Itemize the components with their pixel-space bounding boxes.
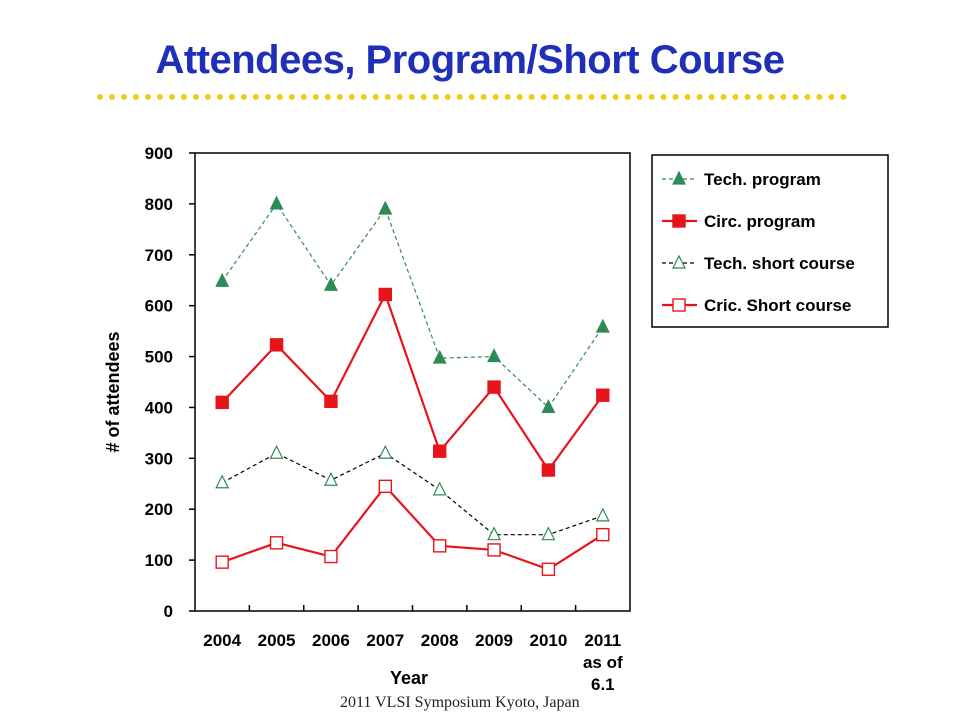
series-line bbox=[221, 484, 604, 571]
data-point bbox=[541, 562, 556, 576]
x-tick-label: 2009 bbox=[475, 631, 513, 650]
x-tick-label: 2006 bbox=[312, 631, 350, 650]
plot-frame bbox=[194, 152, 631, 612]
data-point bbox=[215, 555, 229, 569]
data-point bbox=[596, 388, 610, 402]
data-point bbox=[378, 200, 393, 215]
legend: Tech. program Circ. program Tech. short co… bbox=[651, 154, 889, 328]
x-axis-title: Year bbox=[390, 668, 428, 688]
x-tick-label: 2011 as of 6.1 bbox=[583, 631, 623, 694]
data-point bbox=[541, 463, 556, 477]
slide-title: Attendees, Program/Short Course bbox=[155, 38, 785, 82]
y-tick-label: 700 bbox=[145, 246, 173, 265]
series-line bbox=[221, 452, 604, 536]
data-point bbox=[487, 348, 502, 363]
data-point bbox=[487, 526, 502, 541]
legend-marker bbox=[672, 170, 686, 185]
data-point bbox=[323, 471, 338, 486]
data-point bbox=[269, 536, 284, 550]
y-tick-label: 900 bbox=[145, 144, 173, 163]
footer-text: 2011 VLSI Symposium Kyoto, Japan bbox=[340, 694, 580, 711]
y-tick-label: 200 bbox=[145, 500, 173, 519]
data-point bbox=[595, 318, 610, 333]
series-2 bbox=[215, 444, 610, 541]
title-divider bbox=[97, 94, 847, 100]
legend-label: Tech. program bbox=[704, 170, 821, 189]
data-point bbox=[323, 276, 338, 291]
data-point bbox=[432, 444, 447, 458]
data-point bbox=[487, 543, 501, 557]
series-line bbox=[221, 202, 604, 409]
y-axis-title: # of attendees bbox=[103, 331, 123, 452]
data-point bbox=[324, 394, 338, 409]
y-tick-label: 500 bbox=[145, 348, 173, 367]
data-point bbox=[432, 349, 447, 364]
legend-marker bbox=[672, 214, 686, 228]
data-point bbox=[269, 195, 284, 210]
data-point bbox=[378, 287, 393, 302]
data-point bbox=[378, 479, 393, 494]
data-point bbox=[324, 549, 338, 564]
series-1 bbox=[215, 287, 610, 477]
y-tick-label: 300 bbox=[145, 449, 173, 468]
series-3 bbox=[215, 479, 610, 576]
legend-entry: Tech. program bbox=[662, 170, 821, 189]
data-point bbox=[541, 399, 556, 414]
data-point bbox=[269, 444, 284, 459]
series-0 bbox=[215, 195, 610, 414]
legend-label: Cric. Short course bbox=[704, 296, 851, 315]
x-tick-label: 2004 bbox=[203, 631, 241, 650]
data-point bbox=[378, 444, 393, 459]
legend-entry: Circ. program bbox=[662, 212, 815, 231]
data-point bbox=[432, 539, 447, 553]
y-tick-label: 0 bbox=[164, 602, 173, 621]
x-tick-label: 2008 bbox=[421, 631, 459, 650]
data-point bbox=[595, 507, 610, 522]
legend-box bbox=[651, 154, 889, 328]
y-tick-label: 600 bbox=[145, 297, 173, 316]
x-tick-label: 2007 bbox=[366, 631, 404, 650]
data-point bbox=[215, 474, 230, 489]
legend-marker bbox=[672, 298, 686, 312]
data-point bbox=[596, 527, 610, 542]
series-line bbox=[221, 291, 604, 472]
plot-area: 0 100 200 300 400 500 600 700 800 900 2004 2005 2006… bbox=[145, 144, 631, 694]
legend-label: Tech. short course bbox=[704, 254, 855, 273]
legend-marker bbox=[672, 254, 686, 269]
y-tick-label: 800 bbox=[145, 195, 173, 214]
legend-label: Circ. program bbox=[704, 212, 815, 231]
legend-entry: Cric. Short course bbox=[662, 296, 851, 315]
x-tick-label: 2005 bbox=[258, 631, 296, 650]
data-point bbox=[215, 272, 230, 287]
y-tick-label: 400 bbox=[145, 398, 173, 417]
legend-entry: Tech. short course bbox=[662, 254, 855, 273]
data-point bbox=[269, 338, 284, 352]
data-point bbox=[541, 526, 556, 541]
y-tick-label: 100 bbox=[145, 551, 173, 570]
data-point bbox=[432, 481, 447, 496]
x-tick-label: 2010 bbox=[530, 631, 568, 650]
data-point bbox=[487, 380, 501, 394]
data-point bbox=[215, 395, 229, 410]
